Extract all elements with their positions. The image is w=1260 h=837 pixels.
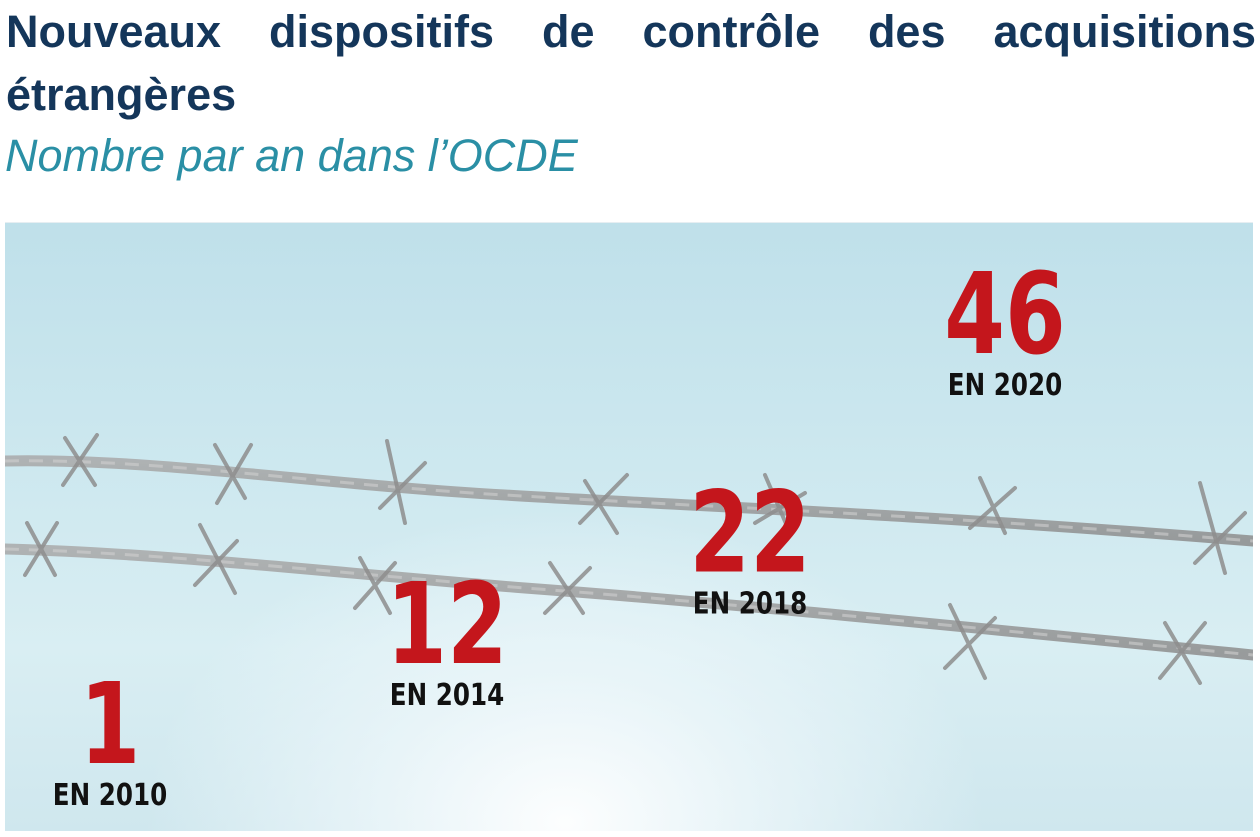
value-label: 46 — [944, 249, 1066, 379]
chart-subtitle: Nombre par an dans l’OCDE — [5, 130, 578, 181]
chart-panel: 1 EN 2010 12 EN 2014 22 EN 2018 46 EN 2020 — [5, 222, 1253, 831]
value-label: 12 — [386, 559, 508, 689]
value-label: 1 — [80, 659, 141, 789]
year-label: EN 2018 — [693, 587, 807, 621]
value-label: 22 — [689, 468, 811, 598]
year-label: EN 2014 — [390, 679, 504, 713]
year-label: EN 2020 — [948, 369, 1062, 403]
year-label: EN 2010 — [53, 779, 167, 813]
barbed-wire-illustration — [5, 433, 1253, 685]
chart-title: Nouveaux dispositifs de contrôle des acq… — [6, 6, 1256, 120]
